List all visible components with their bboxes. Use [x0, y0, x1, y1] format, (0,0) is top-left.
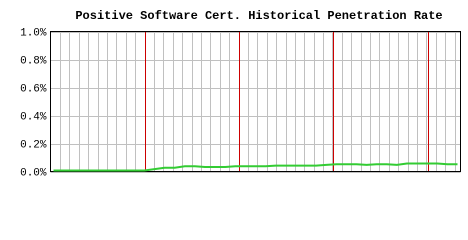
year-separators: [145, 31, 429, 171]
horizontal-grid: [50, 32, 461, 173]
vertical-grid: [60, 31, 456, 172]
y-tick-label: 0.8%: [20, 55, 47, 67]
chart: Positive Software Cert. Historical Penet…: [20, 9, 461, 179]
y-tick-label: 0.0%: [20, 167, 47, 179]
y-tick-label: 0.6%: [20, 83, 47, 95]
y-tick-label: 0.4%: [20, 111, 47, 123]
plot-frame: [50, 31, 461, 172]
y-tick-label: 1.0%: [20, 27, 47, 39]
y-tick-label: 0.2%: [20, 139, 47, 151]
data-line: [53, 162, 458, 172]
chart-title: Positive Software Cert. Historical Penet…: [75, 9, 442, 23]
